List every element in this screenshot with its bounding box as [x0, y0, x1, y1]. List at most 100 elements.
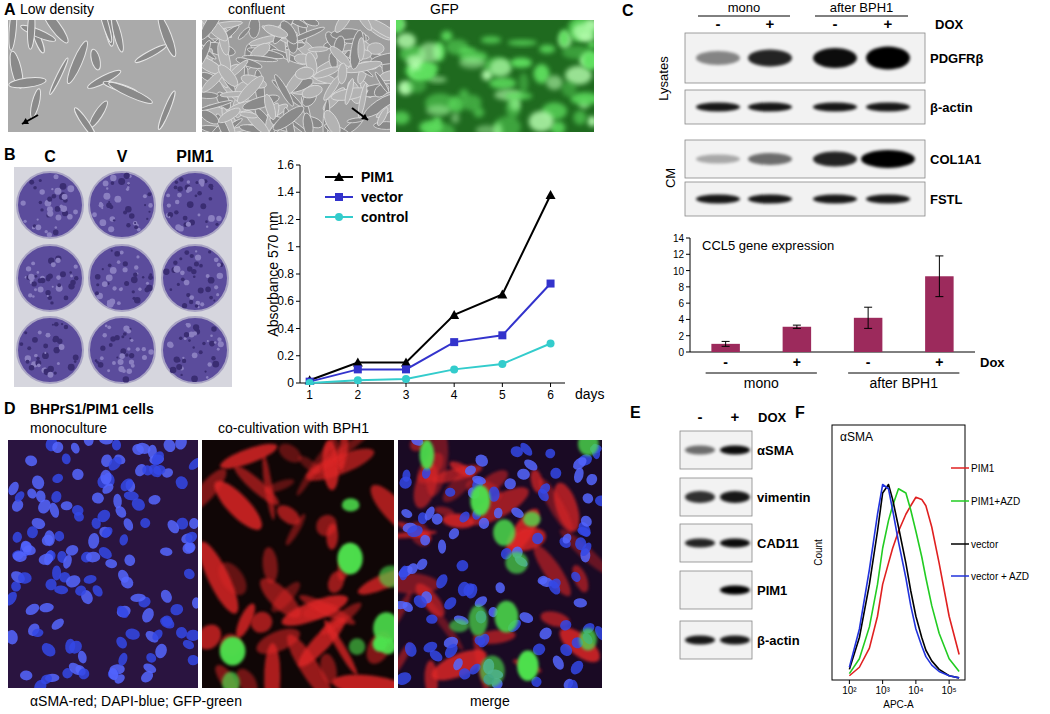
nucleus	[107, 667, 120, 680]
stain	[110, 175, 116, 181]
treatment-label: DOX	[758, 410, 787, 425]
nucleus	[518, 441, 534, 458]
stain	[109, 343, 113, 347]
stain	[125, 353, 128, 356]
stain	[208, 215, 215, 222]
stain	[208, 277, 215, 284]
tick	[686, 335, 690, 336]
stain	[167, 203, 171, 207]
cell	[585, 20, 594, 31]
group-label: after BPH1	[870, 375, 939, 391]
cell	[529, 111, 554, 132]
cell	[489, 77, 516, 89]
point	[546, 190, 556, 199]
stain	[36, 224, 42, 230]
band	[720, 539, 750, 548]
stain	[181, 277, 185, 281]
nucleus	[112, 440, 122, 451]
point	[354, 376, 362, 384]
nucleus	[584, 472, 599, 487]
chart-title: CCL5 gene expression	[702, 238, 834, 253]
stain	[130, 339, 133, 342]
stain	[74, 360, 77, 363]
tick-label: 2	[354, 388, 361, 402]
nucleus	[473, 634, 487, 647]
nucleus	[118, 476, 136, 494]
cell	[64, 39, 91, 85]
stain	[36, 357, 39, 360]
blot-frame	[680, 571, 752, 609]
band	[748, 195, 792, 204]
nucleus	[561, 532, 573, 545]
stain	[124, 281, 129, 286]
tick	[296, 274, 300, 275]
stain	[39, 179, 42, 182]
nucleus	[62, 554, 74, 570]
cell	[358, 37, 365, 60]
nucleus	[573, 598, 587, 608]
image-title: Low density	[20, 1, 94, 17]
nucleus	[91, 491, 105, 505]
gfp-cell	[469, 605, 488, 636]
stain	[134, 225, 138, 229]
point	[497, 289, 507, 298]
error-bar	[935, 256, 943, 297]
lane-label: +	[884, 15, 893, 32]
stain	[53, 230, 59, 236]
stain	[34, 275, 37, 278]
tick	[686, 238, 690, 239]
error-cap	[935, 255, 943, 256]
tick	[686, 303, 690, 304]
micrograph	[202, 20, 390, 132]
fiber	[296, 453, 324, 477]
stain	[39, 201, 42, 204]
stain	[142, 276, 144, 278]
plot-area	[849, 485, 959, 678]
nucleus	[400, 507, 414, 519]
cell	[506, 99, 520, 119]
nucleus	[423, 505, 437, 522]
nucleus	[150, 628, 164, 643]
band	[685, 539, 715, 548]
stain	[217, 273, 223, 279]
cell	[510, 58, 532, 68]
gfp-cell	[420, 440, 435, 470]
blot-frame	[680, 621, 752, 659]
band	[866, 195, 910, 204]
group-label: mono	[744, 375, 779, 391]
stain	[174, 356, 180, 362]
nucleus	[129, 496, 147, 514]
gfp-cell	[470, 485, 490, 516]
stain	[193, 331, 197, 335]
nucleus	[398, 670, 413, 687]
point	[354, 365, 362, 373]
stain	[217, 263, 221, 267]
panel-label: F	[795, 404, 805, 421]
tick-label: 4	[678, 314, 684, 325]
nucleus	[69, 441, 81, 455]
blot-frame	[680, 478, 752, 516]
gfp-cell	[449, 619, 469, 632]
tick-label: 12	[673, 249, 685, 260]
plot-area	[711, 256, 953, 352]
nucleus	[434, 572, 450, 590]
stain	[126, 188, 129, 191]
arrow-head	[22, 118, 29, 124]
stain	[197, 191, 202, 196]
nucleus	[26, 526, 38, 539]
stain	[56, 347, 59, 350]
stain	[64, 325, 68, 329]
error-cap	[864, 307, 872, 308]
stain	[114, 196, 121, 203]
blot	[680, 621, 752, 659]
cell	[96, 20, 114, 43]
stain	[179, 177, 183, 181]
gfp-cell	[342, 498, 360, 511]
axis-label: Dox	[980, 355, 1005, 370]
tick-label: 1	[287, 240, 294, 254]
band	[866, 47, 910, 70]
stain	[110, 216, 116, 222]
cell	[546, 75, 563, 90]
stain	[32, 337, 38, 343]
stain	[216, 293, 219, 296]
